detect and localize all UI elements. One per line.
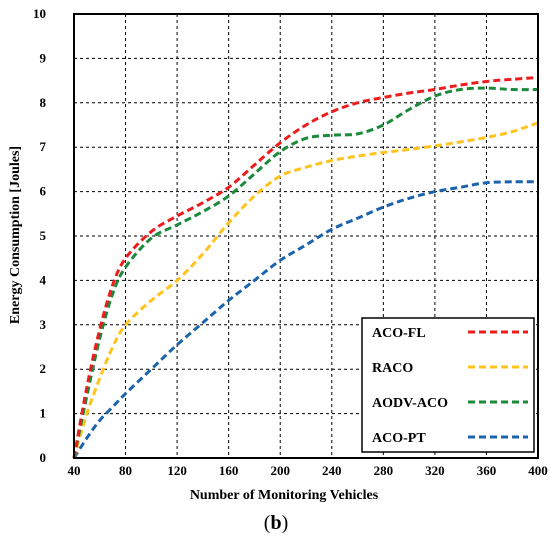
y-tick-label-9: 9 xyxy=(40,50,47,65)
x-tick-label-200: 200 xyxy=(270,463,290,478)
series-line-aco-pt xyxy=(72,180,539,459)
y-tick-labels: 0 1 2 3 4 5 6 7 8 9 10 xyxy=(33,6,47,465)
figure-caption: (b) xyxy=(264,512,288,534)
x-tick-label-120: 120 xyxy=(167,463,187,478)
series-lines xyxy=(72,76,539,459)
caption-letter: b xyxy=(270,512,281,534)
plot-frame xyxy=(73,13,539,459)
x-tick-label-400: 400 xyxy=(528,463,548,478)
y-tick-label-6: 6 xyxy=(40,184,47,199)
series-line-aco-fl xyxy=(72,76,539,459)
y-tick-label-7: 7 xyxy=(40,139,47,154)
x-tick-label-320: 320 xyxy=(425,463,445,478)
y-tick-label-2: 2 xyxy=(40,361,47,376)
legend-label-aco-fl: ACO-FL xyxy=(372,326,426,341)
caption-open-paren: ( xyxy=(264,512,271,534)
legend: ACO-FL RACO AODV-ACO ACO-PT xyxy=(361,317,535,453)
x-tick-label-240: 240 xyxy=(322,463,342,478)
x-tick-label-40: 40 xyxy=(68,463,81,478)
legend-label-raco: RACO xyxy=(372,361,413,376)
y-tick-label-1: 1 xyxy=(40,406,47,421)
x-tick-label-160: 160 xyxy=(219,463,239,478)
y-tick-label-5: 5 xyxy=(40,228,47,243)
legend-box xyxy=(361,317,535,453)
y-axis-title: Energy Consumption [Joules] xyxy=(8,146,23,324)
x-tick-label-280: 280 xyxy=(374,463,394,478)
y-tick-label-3: 3 xyxy=(40,317,47,332)
y-tick-label-8: 8 xyxy=(40,95,47,110)
legend-label-aco-pt: ACO-PT xyxy=(372,431,426,446)
y-tick-label-0: 0 xyxy=(40,450,47,465)
x-tick-label-360: 360 xyxy=(477,463,497,478)
series-line-raco xyxy=(72,121,539,459)
series-line-aodv-aco xyxy=(72,86,539,459)
x-tick-label-80: 80 xyxy=(119,463,132,478)
legend-label-aodv-aco: AODV-ACO xyxy=(372,396,448,411)
y-tick-label-4: 4 xyxy=(40,272,47,287)
y-tick-label-10: 10 xyxy=(33,6,46,21)
caption-close-paren: ) xyxy=(282,512,289,534)
x-axis-title: Number of Monitoring Vehicles xyxy=(190,488,379,503)
x-tick-labels: 40 80 120 160 200 240 280 320 360 400 xyxy=(68,463,548,478)
